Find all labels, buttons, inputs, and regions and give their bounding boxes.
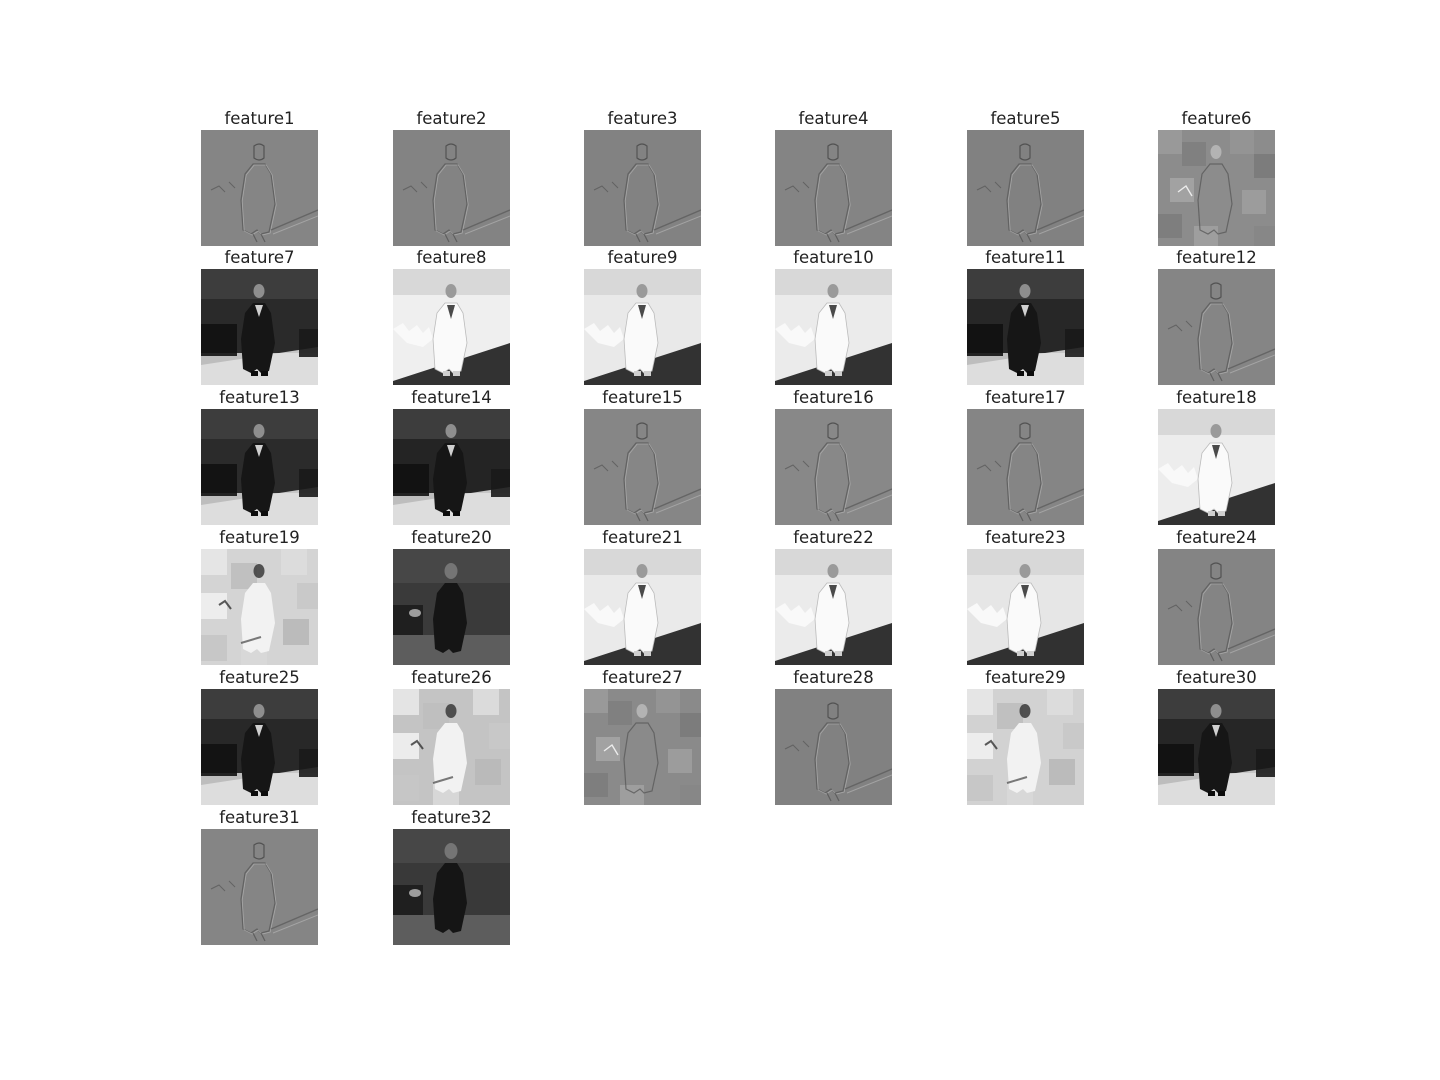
feature-title: feature25: [219, 668, 300, 687]
feature-title: feature19: [219, 528, 300, 547]
feature-title: feature28: [793, 668, 874, 687]
feature-map-image: [775, 269, 892, 385]
feature-map-image: [1158, 409, 1275, 525]
feature-title: feature11: [985, 248, 1066, 267]
feature-title: feature26: [411, 668, 492, 687]
feature-panel: feature29: [967, 668, 1084, 805]
feature-title: feature10: [793, 248, 874, 267]
feature-title: feature14: [411, 388, 492, 407]
feature-title: feature24: [1176, 528, 1257, 547]
feature-panel: feature12: [1158, 248, 1275, 385]
feature-panel: feature8: [393, 248, 510, 385]
feature-map-image: [584, 409, 701, 525]
feature-map-image: [967, 549, 1084, 665]
feature-map-image: [967, 130, 1084, 246]
feature-title: feature12: [1176, 248, 1257, 267]
feature-panel: feature10: [775, 248, 892, 385]
feature-map-image: [775, 130, 892, 246]
feature-title: feature29: [985, 668, 1066, 687]
feature-panel: feature5: [967, 109, 1084, 246]
feature-map-image: [775, 409, 892, 525]
feature-title: feature23: [985, 528, 1066, 547]
feature-map-image: [1158, 269, 1275, 385]
feature-map-image: [584, 130, 701, 246]
feature-map-image: [393, 269, 510, 385]
feature-map-image: [775, 689, 892, 805]
feature-map-image: [201, 130, 318, 246]
feature-title: feature30: [1176, 668, 1257, 687]
feature-title: feature17: [985, 388, 1066, 407]
feature-map-image: [1158, 549, 1275, 665]
feature-title: feature4: [798, 109, 869, 128]
feature-map-image: [393, 409, 510, 525]
feature-title: feature21: [602, 528, 683, 547]
feature-panel: feature11: [967, 248, 1084, 385]
feature-map-image: [201, 409, 318, 525]
feature-title: feature6: [1181, 109, 1252, 128]
feature-title: feature16: [793, 388, 874, 407]
feature-panel: feature17: [967, 388, 1084, 525]
feature-panel: feature25: [201, 668, 318, 805]
feature-map-image: [393, 829, 510, 945]
feature-panel: feature19: [201, 528, 318, 665]
feature-map-image: [967, 269, 1084, 385]
feature-title: feature1: [224, 109, 295, 128]
feature-map-image: [201, 689, 318, 805]
feature-map-image: [201, 269, 318, 385]
feature-title: feature5: [990, 109, 1061, 128]
feature-panel: feature23: [967, 528, 1084, 665]
feature-map-image: [584, 549, 701, 665]
feature-panel: feature31: [201, 808, 318, 945]
feature-panel: feature24: [1158, 528, 1275, 665]
feature-title: feature15: [602, 388, 683, 407]
feature-panel: feature1: [201, 109, 318, 246]
feature-panel: feature28: [775, 668, 892, 805]
feature-map-image: [967, 409, 1084, 525]
feature-panel: feature2: [393, 109, 510, 246]
feature-title: feature13: [219, 388, 300, 407]
feature-panel: feature32: [393, 808, 510, 945]
feature-panel: feature21: [584, 528, 701, 665]
feature-panel: feature18: [1158, 388, 1275, 525]
feature-panel: feature4: [775, 109, 892, 246]
feature-title: feature32: [411, 808, 492, 827]
feature-panel: feature6: [1158, 109, 1275, 246]
feature-title: feature18: [1176, 388, 1257, 407]
feature-panel: feature30: [1158, 668, 1275, 805]
feature-map-image: [967, 689, 1084, 805]
feature-title: feature2: [416, 109, 487, 128]
feature-title: feature27: [602, 668, 683, 687]
feature-map-image: [584, 269, 701, 385]
feature-title: feature3: [607, 109, 678, 128]
feature-title: feature31: [219, 808, 300, 827]
feature-panel: feature13: [201, 388, 318, 525]
feature-map-image: [393, 549, 510, 665]
feature-panel: feature27: [584, 668, 701, 805]
feature-title: feature9: [607, 248, 678, 267]
feature-panel: feature26: [393, 668, 510, 805]
feature-map-image: [201, 829, 318, 945]
feature-map-image: [1158, 130, 1275, 246]
feature-panel: feature20: [393, 528, 510, 665]
feature-panel: feature15: [584, 388, 701, 525]
feature-title: feature22: [793, 528, 874, 547]
feature-panel: feature3: [584, 109, 701, 246]
feature-panel: feature9: [584, 248, 701, 385]
feature-map-image: [201, 549, 318, 665]
feature-panel: feature22: [775, 528, 892, 665]
feature-panel: feature7: [201, 248, 318, 385]
feature-title: feature20: [411, 528, 492, 547]
feature-map-image: [1158, 689, 1275, 805]
feature-title: feature7: [224, 248, 295, 267]
feature-map-image: [393, 130, 510, 246]
feature-map-image: [584, 689, 701, 805]
feature-map-image: [775, 549, 892, 665]
feature-map-image: [393, 689, 510, 805]
feature-title: feature8: [416, 248, 487, 267]
feature-panel: feature14: [393, 388, 510, 525]
feature-panel: feature16: [775, 388, 892, 525]
